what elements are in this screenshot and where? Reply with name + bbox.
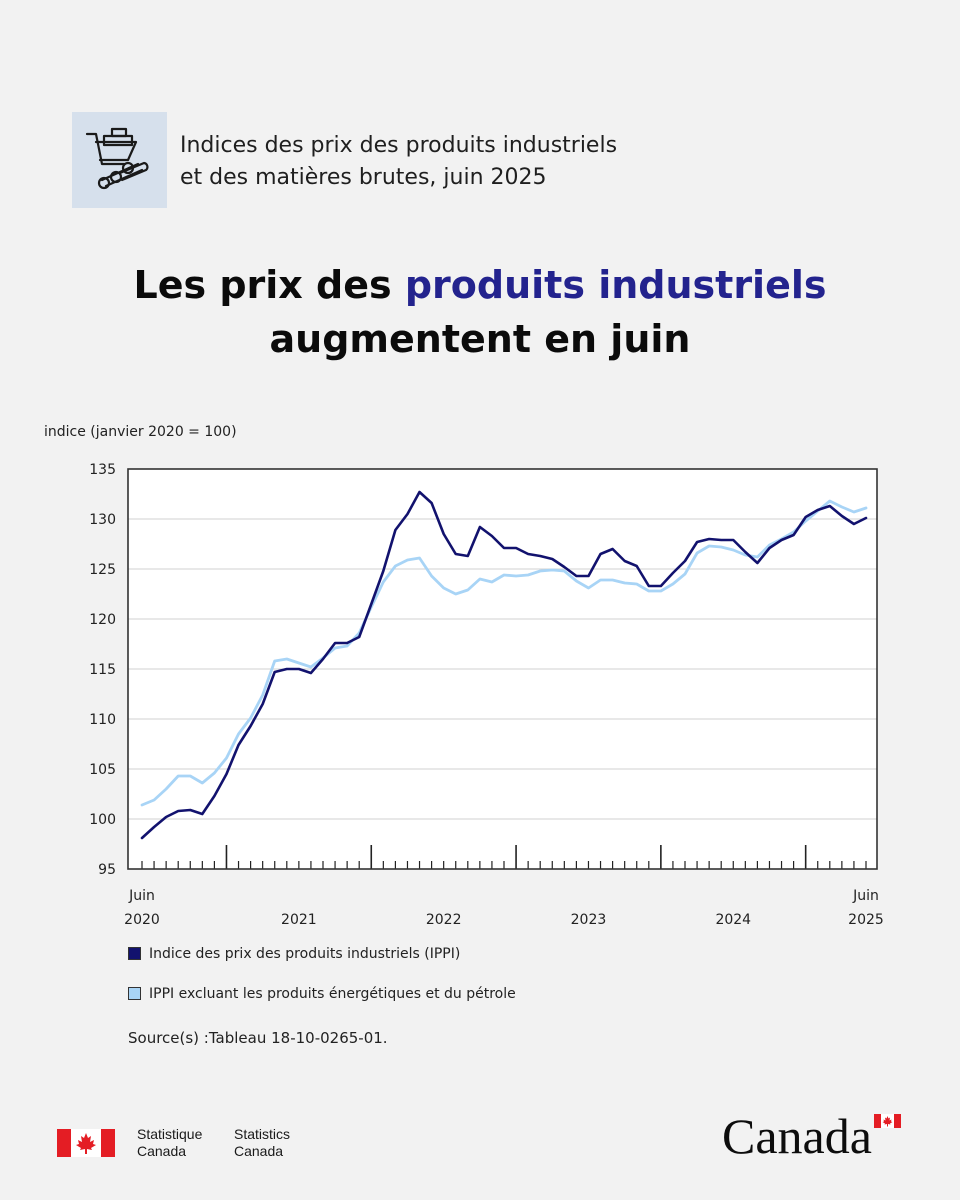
header-title-line1: Indices des prix des produits industriel…	[180, 133, 618, 158]
headline-accent: produits industriels	[404, 263, 827, 307]
legend-label-ippi: Indice des prix des produits industriels…	[149, 946, 461, 962]
header-title-line2: et des matières brutes, juin 2025	[180, 165, 547, 190]
x-tick-label-year: 2023	[571, 912, 607, 928]
chart-y-axis-label: indice (janvier 2020 = 100)	[44, 424, 237, 440]
agency-en-line1: Statistics	[234, 1126, 291, 1142]
y-tick-label: 135	[89, 462, 116, 478]
x-tick-label-year: 2021	[281, 912, 317, 928]
wordmark-flag-icon	[874, 1114, 901, 1128]
y-tick-label: 115	[89, 662, 116, 678]
y-tick-label: 110	[89, 712, 116, 728]
plot-frame	[127, 468, 878, 870]
y-tick-label: 105	[89, 762, 116, 778]
x-tick-label-year: 2025	[848, 912, 884, 928]
canada-flag-icon	[57, 1129, 115, 1157]
series-line-ippi	[140, 490, 868, 840]
x-tick-label-year: 2022	[426, 912, 462, 928]
canada-wordmark: Canada	[722, 1108, 872, 1164]
x-tick-label-year: 2024	[715, 912, 751, 928]
y-tick-label: 100	[89, 812, 116, 828]
y-tick-label: 95	[98, 862, 116, 878]
x-tick-label-month: Juin	[852, 888, 879, 904]
legend-item-ippi-excl-energy: IPPI excluant les produits énergétiques …	[128, 986, 516, 1002]
source-note: Source(s) :Tableau 18-10-0265-01.	[128, 1029, 388, 1047]
headline: Les prix des produits industriels augmen…	[0, 258, 960, 366]
y-tick-label: 120	[89, 612, 116, 628]
agency-fr-line1: Statistique	[137, 1126, 203, 1142]
legend-item-ippi: Indice des prix des produits industriels…	[128, 946, 460, 962]
x-tick-label-month: Juin	[128, 888, 155, 904]
header-title: Indices des prix des produits industriel…	[180, 130, 617, 194]
series-line-ippi-excl-energy	[140, 499, 868, 807]
legend-swatch-ippi	[128, 947, 141, 960]
wheelbarrow-logs-icon	[85, 127, 149, 190]
agency-name-fr: Statistique Canada	[137, 1126, 202, 1160]
y-tick-label: 130	[89, 512, 116, 528]
agency-en-line2: Canada	[234, 1143, 284, 1159]
line-chart: 95 100 105 110 115 120 125 130 135 Juin 2020 2021 20…	[89, 462, 884, 928]
legend-label-ippi-excl-energy: IPPI excluant les produits énergétiques …	[149, 986, 516, 1002]
agency-name-en: Statistics Canada	[234, 1126, 290, 1160]
header-icon-box	[72, 112, 167, 208]
y-tick-label: 125	[89, 562, 116, 578]
agency-fr-line2: Canada	[137, 1143, 187, 1159]
headline-part1: Les prix des	[133, 263, 405, 307]
x-tick-label-year: 2020	[124, 912, 160, 928]
legend-swatch-ippi-excl-energy	[128, 987, 141, 1000]
headline-line2: augmentent en juin	[269, 317, 691, 361]
headline-line1: Les prix des produits industriels	[0, 258, 960, 312]
